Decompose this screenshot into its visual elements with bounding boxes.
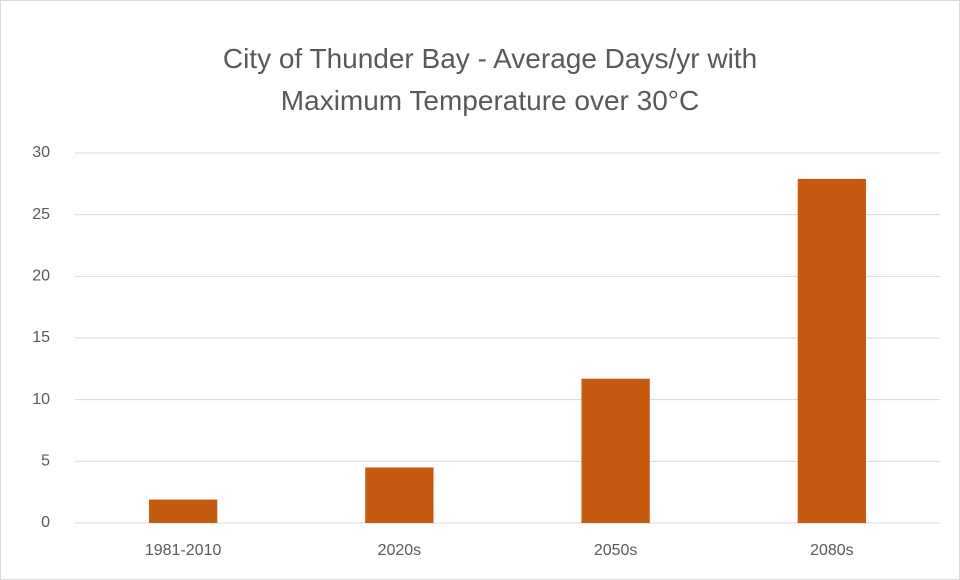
x-tick-label: 1981-2010 (145, 542, 222, 559)
bar (148, 499, 218, 523)
y-tick-label: 15 (32, 329, 50, 346)
bar (581, 378, 650, 523)
bar (365, 467, 434, 523)
y-tick-label: 20 (32, 268, 50, 285)
x-tick-label: 2050s (594, 542, 638, 559)
y-tick-label: 10 (32, 391, 50, 408)
y-tick-label: 25 (32, 206, 50, 223)
y-tick-label: 0 (41, 514, 50, 531)
bar (797, 178, 867, 523)
x-tick-label: 2020s (378, 542, 422, 559)
y-tick-label: 5 (41, 453, 50, 470)
x-tick-label: 2080s (810, 542, 854, 559)
y-tick-label: 30 (32, 144, 50, 161)
chart-title: City of Thunder Bay - Average Days/yr wi… (222, 43, 758, 116)
